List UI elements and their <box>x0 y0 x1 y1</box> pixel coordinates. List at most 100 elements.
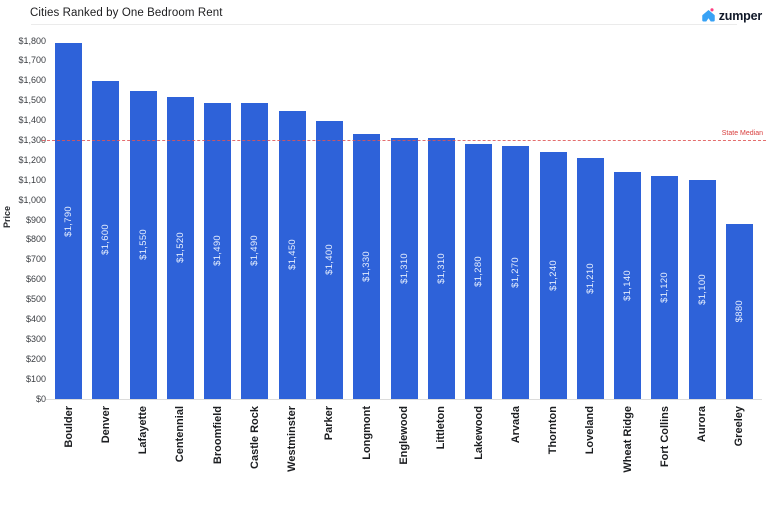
x-tick: Longmont <box>348 406 385 511</box>
x-tick-label: Englewood <box>397 406 410 465</box>
header-divider <box>31 24 737 25</box>
x-tick: Englewood <box>385 406 422 511</box>
y-tick-label: $1,500 <box>18 95 46 106</box>
x-tick: Aurora <box>683 406 720 511</box>
x-tick-label: Boulder <box>62 406 75 448</box>
x-tick-label: Loveland <box>584 406 597 455</box>
x-tick-label: Centennial <box>174 406 187 463</box>
x-tick: Fort Collins <box>646 406 683 511</box>
y-tick-label: $1,800 <box>18 35 46 46</box>
y-tick-label: $1,300 <box>18 134 46 145</box>
x-tick-label: Thornton <box>547 406 560 455</box>
x-tick: Greeley <box>721 406 758 511</box>
bar-value-label: $1,120 <box>659 272 671 304</box>
x-tick: Denver <box>87 406 124 511</box>
bar: $1,490 <box>241 102 269 399</box>
bar: $1,550 <box>129 90 157 399</box>
x-tick-label: Longmont <box>360 406 373 460</box>
bar: $1,120 <box>651 176 679 399</box>
y-tick-label: $1,700 <box>18 55 46 66</box>
bar: $1,310 <box>427 138 455 399</box>
bar-value-label: $1,450 <box>286 239 298 271</box>
bar-value-label: $1,100 <box>696 274 708 306</box>
x-tick: Lafayette <box>125 406 162 511</box>
x-tick: Loveland <box>572 406 609 511</box>
x-tick-label: Arvada <box>509 406 522 444</box>
y-tick-label: $1,000 <box>18 194 46 205</box>
y-tick-label: $300 <box>25 333 46 344</box>
x-tick: Littleton <box>423 406 460 511</box>
x-tick-label: Littleton <box>435 406 448 450</box>
bar-value-label: $1,310 <box>398 253 410 285</box>
x-tick: Wheat Ridge <box>609 406 646 511</box>
bar: $1,310 <box>390 138 418 399</box>
bar: $1,450 <box>278 110 306 399</box>
x-tick-label: Lafayette <box>137 406 150 455</box>
x-tick-label: Parker <box>323 406 336 441</box>
bar-value-label: $880 <box>733 300 745 323</box>
bar-value-label: $1,270 <box>510 257 522 289</box>
x-tick-label: Fort Collins <box>658 406 671 468</box>
bar: $880 <box>725 223 753 399</box>
y-tick-label: $600 <box>25 274 46 285</box>
bar: $1,330 <box>353 134 381 399</box>
bar-value-label: $1,140 <box>622 270 634 302</box>
bar-value-label: $1,240 <box>547 260 559 292</box>
x-tick-label: Lakewood <box>472 406 485 460</box>
bar: $1,210 <box>576 158 604 399</box>
bar-value-label: $1,490 <box>249 235 261 267</box>
x-tick: Lakewood <box>460 406 497 511</box>
bar: $1,280 <box>465 144 493 399</box>
zumper-logo: zumper <box>701 8 762 23</box>
y-tick-label: $500 <box>25 294 46 305</box>
state-median-label: State Median <box>721 130 763 138</box>
bar: $1,490 <box>204 102 232 399</box>
bar: $1,240 <box>539 152 567 399</box>
x-tick: Centennial <box>162 406 199 511</box>
state-median-line <box>42 140 766 142</box>
bar: $1,400 <box>315 120 343 399</box>
zumper-wordmark: zumper <box>718 8 762 23</box>
x-tick-label: Broomfield <box>211 406 224 465</box>
y-tick-label: $1,400 <box>18 115 46 126</box>
x-tick: Thornton <box>534 406 571 511</box>
y-tick-label: $700 <box>25 254 46 265</box>
y-tick-label: $200 <box>25 353 46 364</box>
x-tick: Boulder <box>50 406 87 511</box>
x-tick-label: Greeley <box>733 406 746 447</box>
y-tick-label: $1,200 <box>18 154 46 165</box>
x-tick: Broomfield <box>199 406 236 511</box>
y-tick-label: $800 <box>25 234 46 245</box>
x-tick-label: Denver <box>99 406 112 444</box>
y-tick-label: $1,600 <box>18 75 46 86</box>
bar-value-label: $1,400 <box>323 244 335 276</box>
bar-value-label: $1,280 <box>473 256 485 288</box>
x-tick-label: Westminster <box>286 406 299 472</box>
x-tick: Westminster <box>274 406 311 511</box>
bar-value-label: $1,600 <box>100 224 112 256</box>
bar: $1,140 <box>614 172 642 399</box>
x-tick: Castle Rock <box>236 406 273 511</box>
bar: $1,270 <box>502 146 530 399</box>
y-tick-label: $1,100 <box>18 174 46 185</box>
x-tick: Arvada <box>497 406 534 511</box>
y-tick-label: $400 <box>25 313 46 324</box>
y-tick-label: $900 <box>25 214 46 225</box>
chart-title: Cities Ranked by One Bedroom Rent <box>30 7 223 19</box>
x-axis-line <box>46 399 762 400</box>
x-tick: Parker <box>311 406 348 511</box>
y-tick-label: $100 <box>25 373 46 384</box>
bar-value-label: $1,520 <box>174 232 186 264</box>
bar: $1,100 <box>688 180 716 399</box>
bar-value-label: $1,550 <box>137 229 149 261</box>
x-tick-label: Wheat Ridge <box>621 406 634 473</box>
y-tick-label: $0 <box>35 393 46 404</box>
x-tick-label: Castle Rock <box>248 406 261 469</box>
bar-value-label: $1,310 <box>435 253 447 285</box>
bar: $1,520 <box>166 96 194 399</box>
bar: $1,600 <box>92 80 120 399</box>
bar: $1,790 <box>55 42 83 399</box>
bar-value-label: $1,210 <box>584 263 596 295</box>
bar-value-label: $1,330 <box>361 251 373 283</box>
